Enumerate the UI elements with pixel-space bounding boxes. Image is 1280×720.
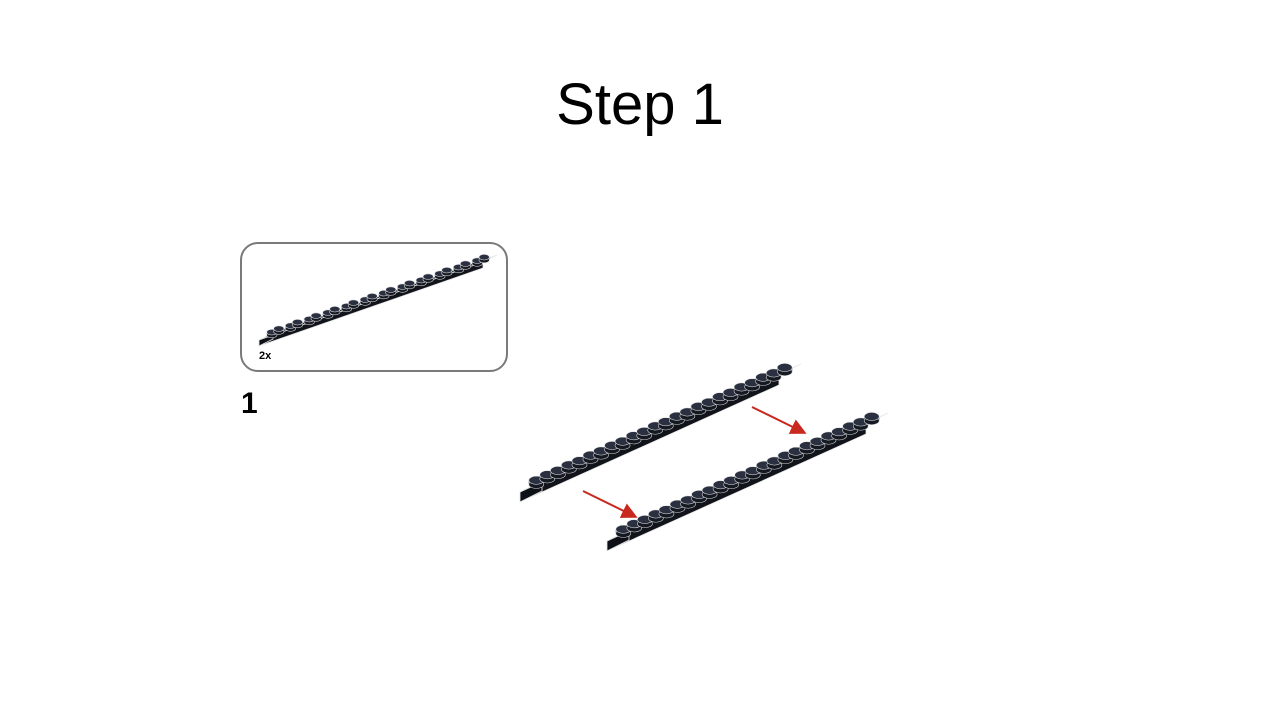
- box-plate-stud: [273, 325, 285, 332]
- attach-arrow-upper: [751, 406, 807, 434]
- box-plate-stud: [310, 312, 322, 319]
- parts-list-plate: [258, 253, 498, 347]
- plate-bottom-right: [606, 412, 889, 552]
- plate-top-left: [519, 363, 802, 503]
- box-plate-stud: [329, 305, 341, 313]
- box-plate-stud: [422, 273, 434, 280]
- slide-title: Step 1: [556, 72, 724, 137]
- plate-b-stud: [863, 412, 880, 421]
- box-plate-stud: [348, 299, 360, 306]
- box-plate-stud: [478, 253, 490, 261]
- step-number: 1: [241, 387, 258, 420]
- plate-a-stud: [776, 363, 793, 372]
- box-plate-stud: [385, 286, 397, 293]
- box-plate-stud: [460, 260, 472, 267]
- box-plate-stud: [404, 279, 416, 287]
- box-plate-stud: [441, 266, 453, 274]
- box-plate-stud: [366, 292, 378, 300]
- attach-arrow-lower: [582, 490, 638, 518]
- box-plate-stud: [291, 318, 303, 326]
- part-quantity: 2x: [259, 350, 272, 362]
- parts-list-box: 2x: [240, 242, 508, 372]
